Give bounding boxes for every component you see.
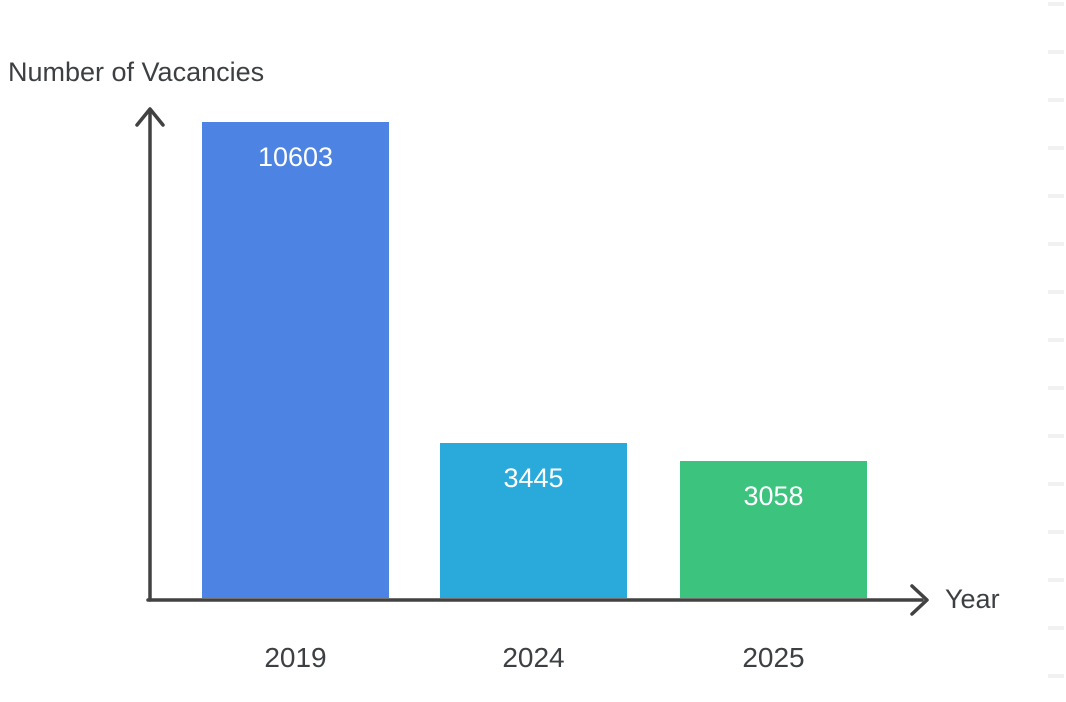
x-tick-label-2025: 2025 <box>742 642 805 673</box>
bar-2024: 3445 <box>440 443 627 598</box>
right-edge-ticks <box>1048 2 1064 702</box>
bar-2019: 10603 <box>202 122 389 598</box>
chart-title: Number of Vacancies <box>8 57 265 87</box>
x-axis-arrowhead-icon <box>910 584 929 616</box>
bar-value-label-2025: 3058 <box>743 481 804 511</box>
x-axis-title: Year <box>945 584 1000 614</box>
y-axis-arrowhead-icon <box>135 107 165 127</box>
x-tick-label-2024: 2024 <box>502 642 565 673</box>
bar-value-label-2024: 3445 <box>503 463 564 493</box>
bar-2025: 3058 <box>680 461 867 598</box>
bar-value-label-2019: 10603 <box>257 142 334 172</box>
x-tick-label-2019: 2019 <box>264 642 327 673</box>
